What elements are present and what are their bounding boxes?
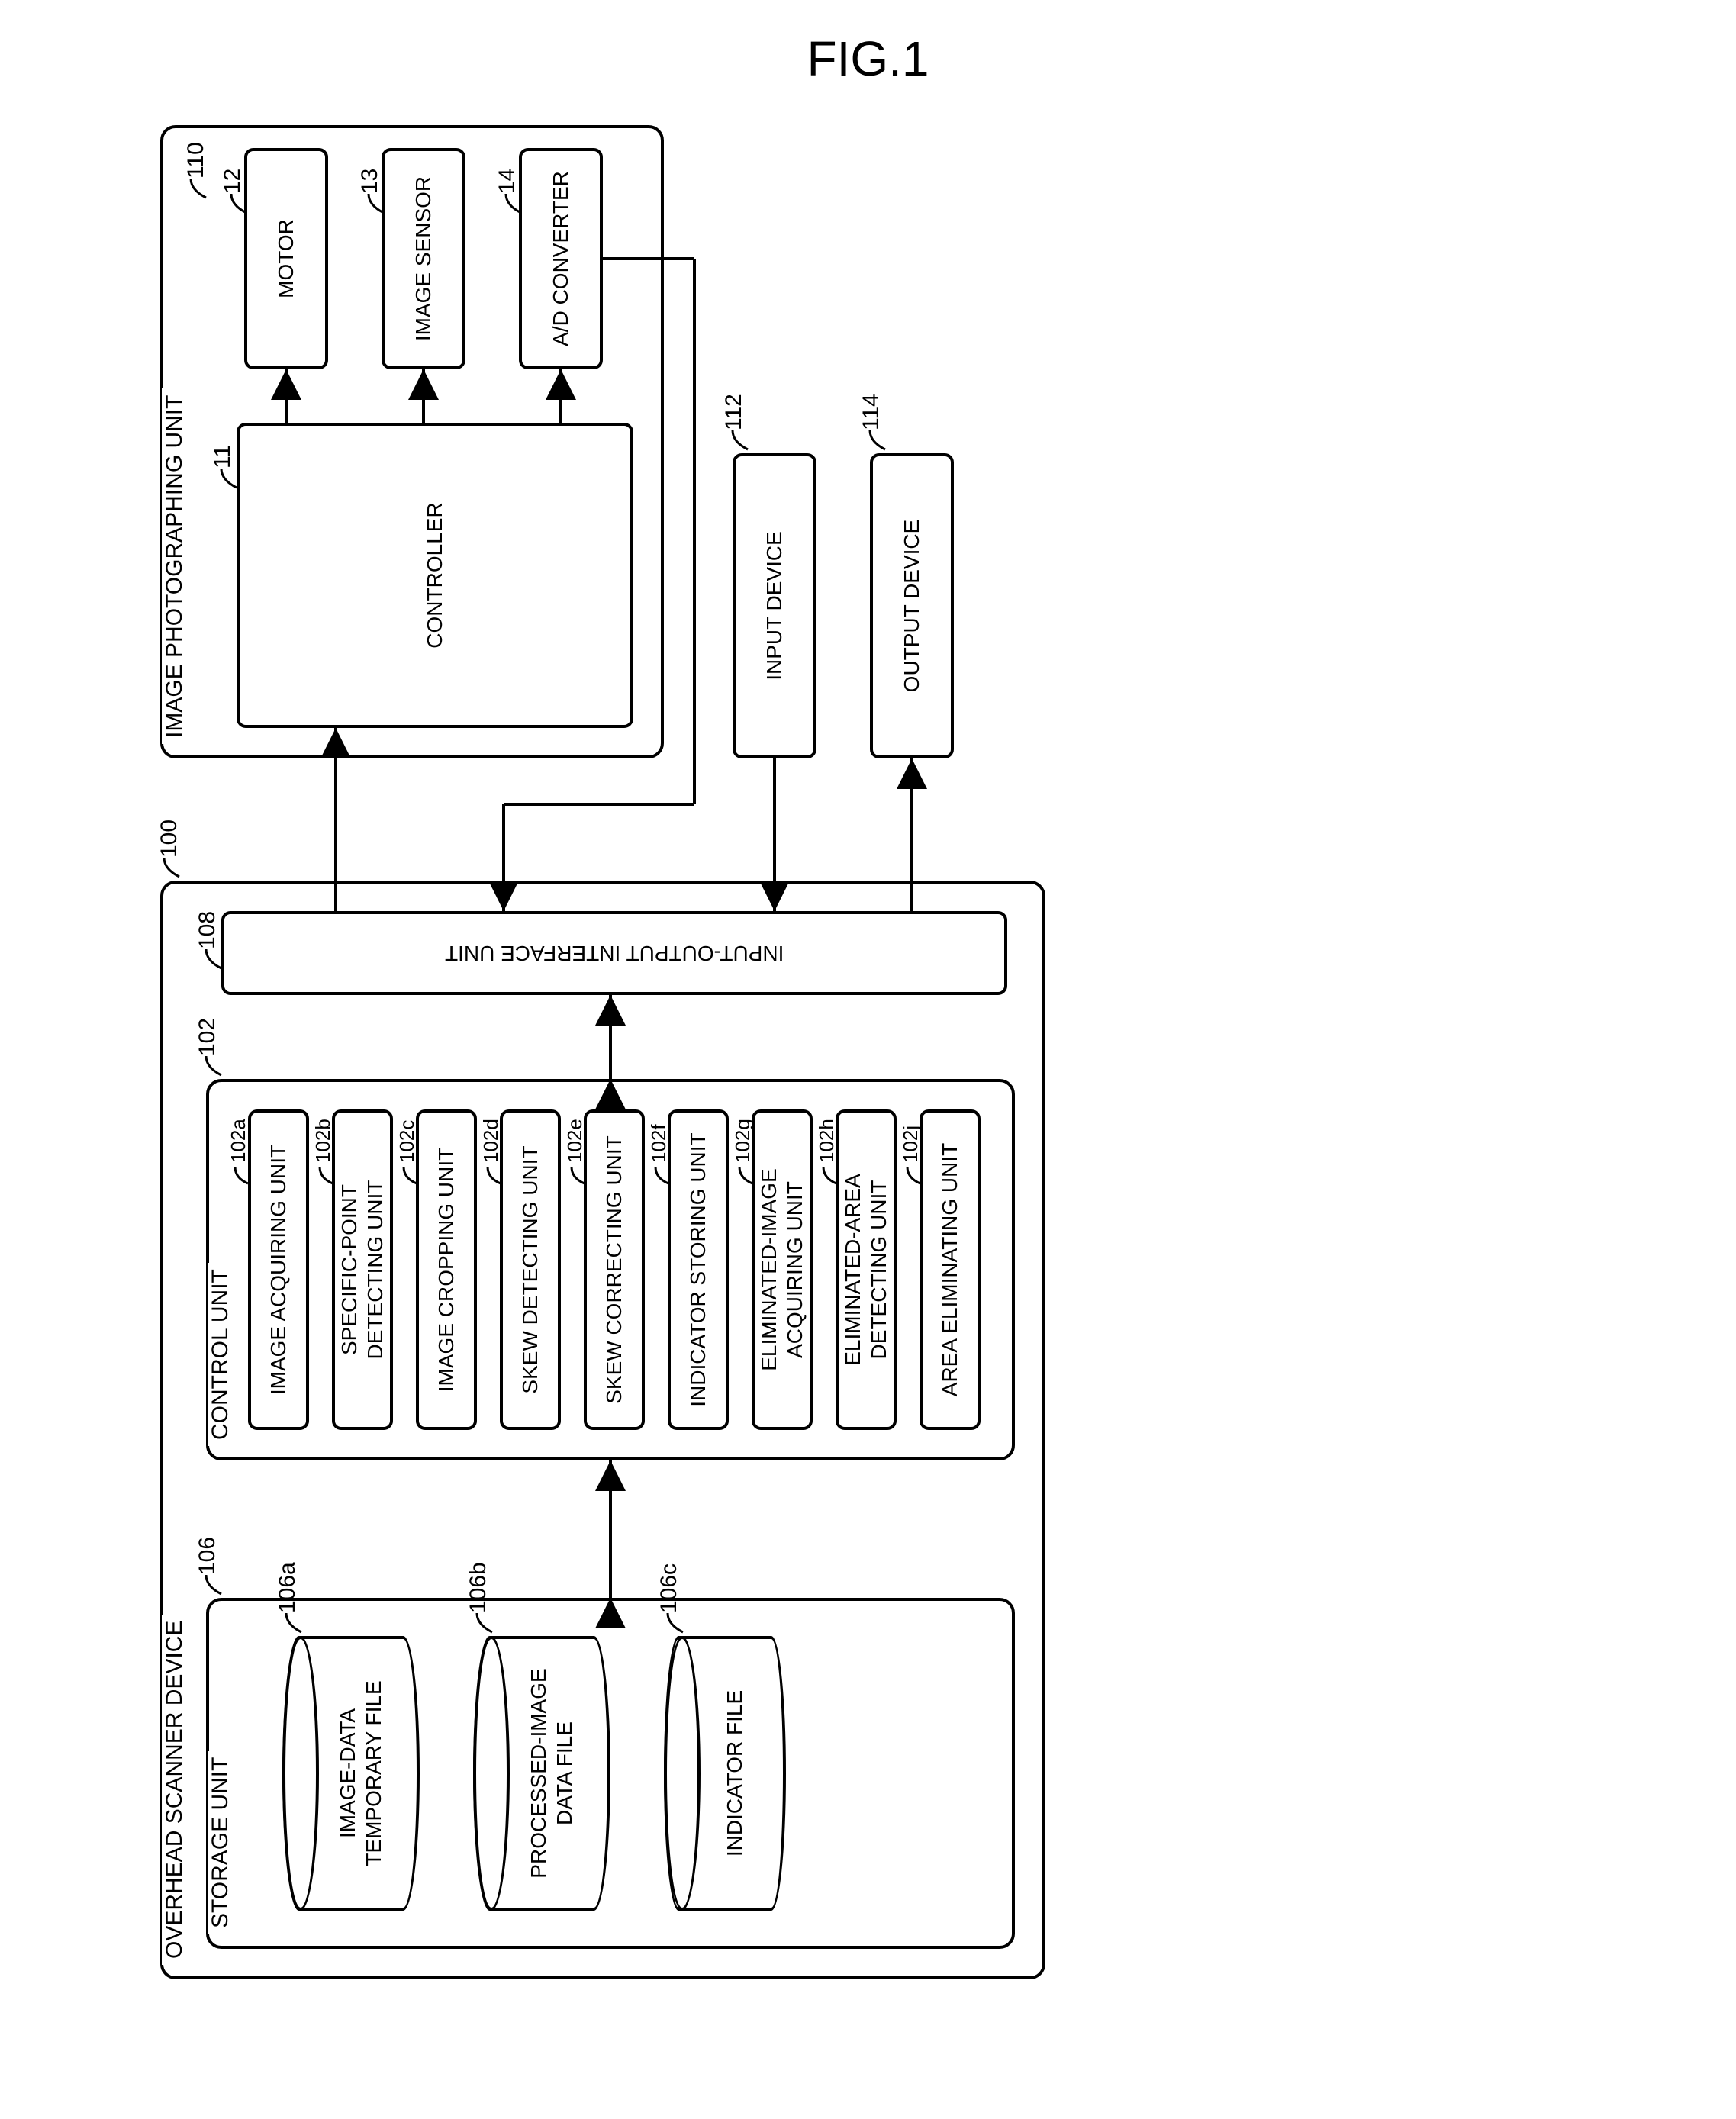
- storage-title: STORAGE UNIT: [208, 1751, 234, 1934]
- input-device-box: INPUT DEVICE: [733, 453, 816, 758]
- control-item-8: AREA ELIMINATING UNIT: [920, 1109, 981, 1430]
- control-item-2-ref: 102c: [395, 1120, 419, 1163]
- controller-box: CONTROLLER: [237, 423, 633, 728]
- control-item-1-ref: 102b: [311, 1119, 335, 1163]
- control-item-5-ref: 102f: [647, 1124, 671, 1163]
- block-diagram: OVERHEAD SCANNER DEVICE 100 STORAGE UNIT…: [145, 87, 1736, 1995]
- control-item-1: SPECIFIC-POINT DETECTING UNIT: [332, 1109, 393, 1430]
- control-item-4: SKEW CORRECTING UNIT: [584, 1109, 645, 1430]
- control-item-3: SKEW DETECTING UNIT: [500, 1109, 561, 1430]
- control-item-7: ELIMINATED-AREA DETECTING UNIT: [836, 1109, 897, 1430]
- control-item-6-ref: 102g: [731, 1119, 755, 1163]
- scanner-title: OVERHEAD SCANNER DEVICE: [162, 1615, 188, 1965]
- io-interface-box: INPUT-OUTPUT INTERFACE UNIT: [221, 911, 1007, 995]
- figure-title: FIG.1: [31, 31, 1705, 87]
- control-item-4-ref: 102e: [563, 1119, 587, 1163]
- storage-file-1-label: PROCESSED-IMAGE DATA FILE: [526, 1647, 577, 1900]
- control-item-8-ref: 102j: [899, 1126, 923, 1163]
- control-title: CONTROL UNIT: [208, 1263, 234, 1446]
- control-item-0-ref: 102a: [227, 1119, 250, 1163]
- storage-file-0: IMAGE-DATA TEMPORARY FILE: [282, 1636, 420, 1911]
- control-item-5: INDICATOR STORING UNIT: [668, 1109, 729, 1430]
- storage-file-2-label: INDICATOR FILE: [722, 1690, 748, 1857]
- storage-file-1: PROCESSED-IMAGE DATA FILE: [473, 1636, 610, 1911]
- motor-box: MOTOR: [244, 148, 328, 369]
- ad-converter-box: A/D CONVERTER: [519, 148, 603, 369]
- io-interface-label: INPUT-OUTPUT INTERFACE UNIT: [445, 940, 784, 966]
- control-item-6: ELIMINATED-IMAGE ACQUIRING UNIT: [752, 1109, 813, 1430]
- output-device-box: OUTPUT DEVICE: [870, 453, 954, 758]
- image-sensor-box: IMAGE SENSOR: [382, 148, 465, 369]
- control-item-3-ref: 102d: [479, 1119, 503, 1163]
- control-item-7-ref: 102h: [815, 1119, 839, 1163]
- storage-file-2: INDICATOR FILE: [664, 1636, 786, 1911]
- storage-file-0-label: IMAGE-DATA TEMPORARY FILE: [335, 1647, 386, 1900]
- photo-unit-title: IMAGE PHOTOGRAPHING UNIT: [162, 389, 188, 745]
- control-item-2: IMAGE CROPPING UNIT: [416, 1109, 477, 1430]
- control-item-0: IMAGE ACQUIRING UNIT: [248, 1109, 309, 1430]
